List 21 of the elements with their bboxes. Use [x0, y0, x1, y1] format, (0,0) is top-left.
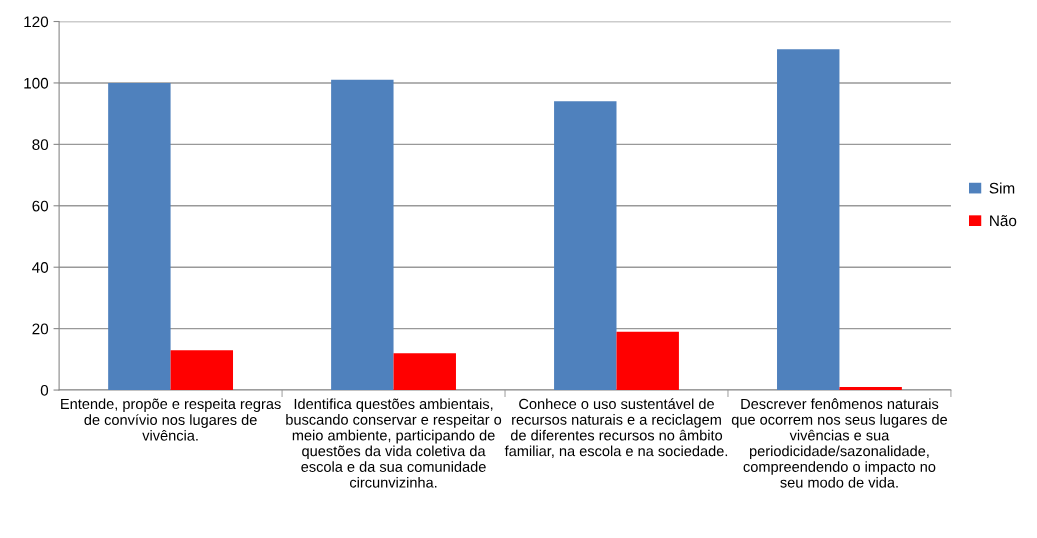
bar [777, 49, 840, 391]
x-tick-label: Entende, propõe e respeita regras de convívio nos lugares de vivência. [61, 398, 281, 441]
bar [108, 82, 171, 391]
y-tick-label: 40 [32, 262, 49, 273]
bar [331, 79, 394, 391]
x-tick-label: Descrever fenômenos naturais que ocorrem nos seus lugares de vivências e sua periodicidade/sazonalidade, compreendendo o impacto no seu modo de vida. [731, 398, 948, 488]
y-tick-label: 100 [24, 77, 49, 89]
y-tick-label: 80 [32, 139, 49, 151]
bar [170, 350, 234, 391]
legend-label: Sim [989, 182, 1015, 194]
bar [393, 353, 456, 391]
legend-label: Não [990, 215, 1017, 227]
bar [616, 331, 679, 391]
x-tick-label: Identifica questões ambientais, buscando conservar e respeitar o meio ambiente, participando de questões da vida coletiva da escola e da sua comunidade circunvizinha. [286, 398, 502, 488]
bar [554, 101, 617, 391]
x-tick-label: Conhece o uso sustentável de recursos naturais e a reciclagem de diferentes recursos no âmbito familiar, na escola e na sociedade. [504, 398, 728, 458]
y-tick-label: 0 [40, 384, 49, 396]
y-tick-label: 120 [24, 16, 49, 28]
y-tick-label: 20 [32, 323, 49, 335]
y-tick-label: 60 [32, 200, 49, 212]
bar [839, 386, 902, 391]
